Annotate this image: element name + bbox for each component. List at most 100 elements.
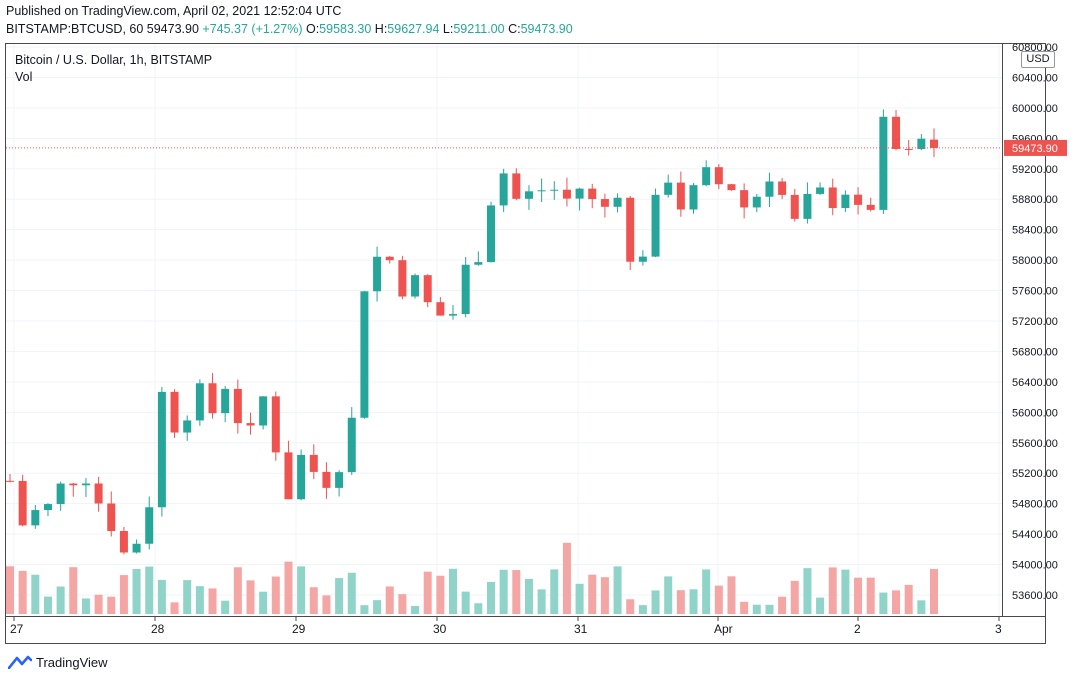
candle-body [195,383,204,421]
candle-body [157,391,166,508]
volume-bar [436,575,445,614]
volume-bar [600,577,609,614]
y-axis-ticks: 60800.0060400.0060000.0059600.0059200.00… [1012,42,1058,602]
volume-bar [183,580,192,614]
x-tick-label: Apr [714,622,733,636]
symbol-legend: Bitcoin / U.S. Dollar, 1h, BITSTAMP [15,53,213,67]
candle-body [892,116,901,149]
volume-bar [360,605,369,614]
y-tick-label: 57200.00 [1012,316,1058,328]
candle-body [246,423,255,426]
volume-bar [31,574,40,614]
volume-bar [195,586,204,614]
volume-bar [94,594,103,614]
candle-body [322,471,331,488]
y-tick-label: 54000.00 [1012,560,1058,572]
candle-body [512,173,521,199]
price-change: +745.37 (+1.27%) [202,22,303,36]
high-label: H: [374,22,388,36]
candle-body [411,275,420,297]
volume-bar [157,579,166,614]
tradingview-logo-icon [8,655,32,669]
volume-bar [423,571,432,614]
candle-body [423,275,432,303]
volume-legend: Vol [15,70,33,84]
candle-body [879,116,888,210]
candle-body [930,139,938,148]
candle-body [626,197,635,262]
open-label: O: [305,22,320,36]
y-tick-label: 54800.00 [1012,499,1058,511]
x-tick-label: 3 [995,622,1002,636]
volume-bar [81,598,90,614]
candle-body [550,189,559,191]
volume-bar [575,583,584,614]
grid-lines [6,44,1002,616]
y-tick-label: 56000.00 [1012,407,1058,419]
candle-body [94,483,103,504]
volume-bar [866,577,875,614]
candle-body [714,167,723,185]
volume-bar [43,596,52,614]
candle-body [866,204,875,210]
volume-bar [626,599,635,614]
candle-body [335,472,344,488]
y-tick-label: 60000.00 [1012,103,1058,115]
candle-body [676,182,685,210]
volume-bar [145,566,154,614]
chart-frame [5,43,1046,644]
last-price: 59473.90 [146,22,199,36]
candle-body [651,194,660,257]
x-tick-label: 2 [854,622,861,636]
volume-bar [221,600,230,614]
candle-body [347,417,356,473]
candle-body [537,190,546,192]
volume-bar [689,589,698,614]
candle-body [778,181,787,195]
candle-body [18,480,27,526]
currency-badge[interactable]: USD [1021,51,1055,68]
volume-bar [335,578,344,614]
volume-bar [714,585,723,614]
volume-bar [56,586,65,614]
volume-bar [892,590,901,614]
volume-bar [373,600,382,614]
candle-body [790,194,799,219]
candle-body [613,197,622,207]
volume-bar [6,566,14,614]
candle-body [233,388,242,424]
candle-body [385,256,394,261]
volume-bar [461,591,470,614]
volume-bar [740,601,749,614]
candle-body [373,256,382,292]
volume-bar [385,586,394,614]
candle-body [664,182,673,195]
x-tick-label: 30 [433,622,447,636]
candle-body [638,256,647,262]
candle-body [803,193,812,219]
low-value: 59211.00 [453,22,505,36]
candle-body [119,531,128,553]
y-tick-label: 58000.00 [1012,255,1058,267]
candle-body [170,391,179,433]
volume-bar [537,589,546,614]
volume-bar [702,569,711,614]
close-value: 59473.90 [520,22,573,36]
volume-bar [284,561,293,614]
volume-bar [816,597,825,614]
candle-body [841,194,850,209]
candle-body [297,454,306,500]
candle-body [145,507,154,544]
volume-bar [917,600,926,614]
candle-body [398,260,407,297]
candle-body [904,148,913,150]
volume-bar [132,568,141,614]
volume-bar [752,604,761,614]
candle-body [132,543,141,553]
candle-body [917,138,926,150]
candle-body [486,205,495,263]
candle-body [449,314,458,316]
volume-bar [474,603,483,614]
candle-body [259,396,268,426]
